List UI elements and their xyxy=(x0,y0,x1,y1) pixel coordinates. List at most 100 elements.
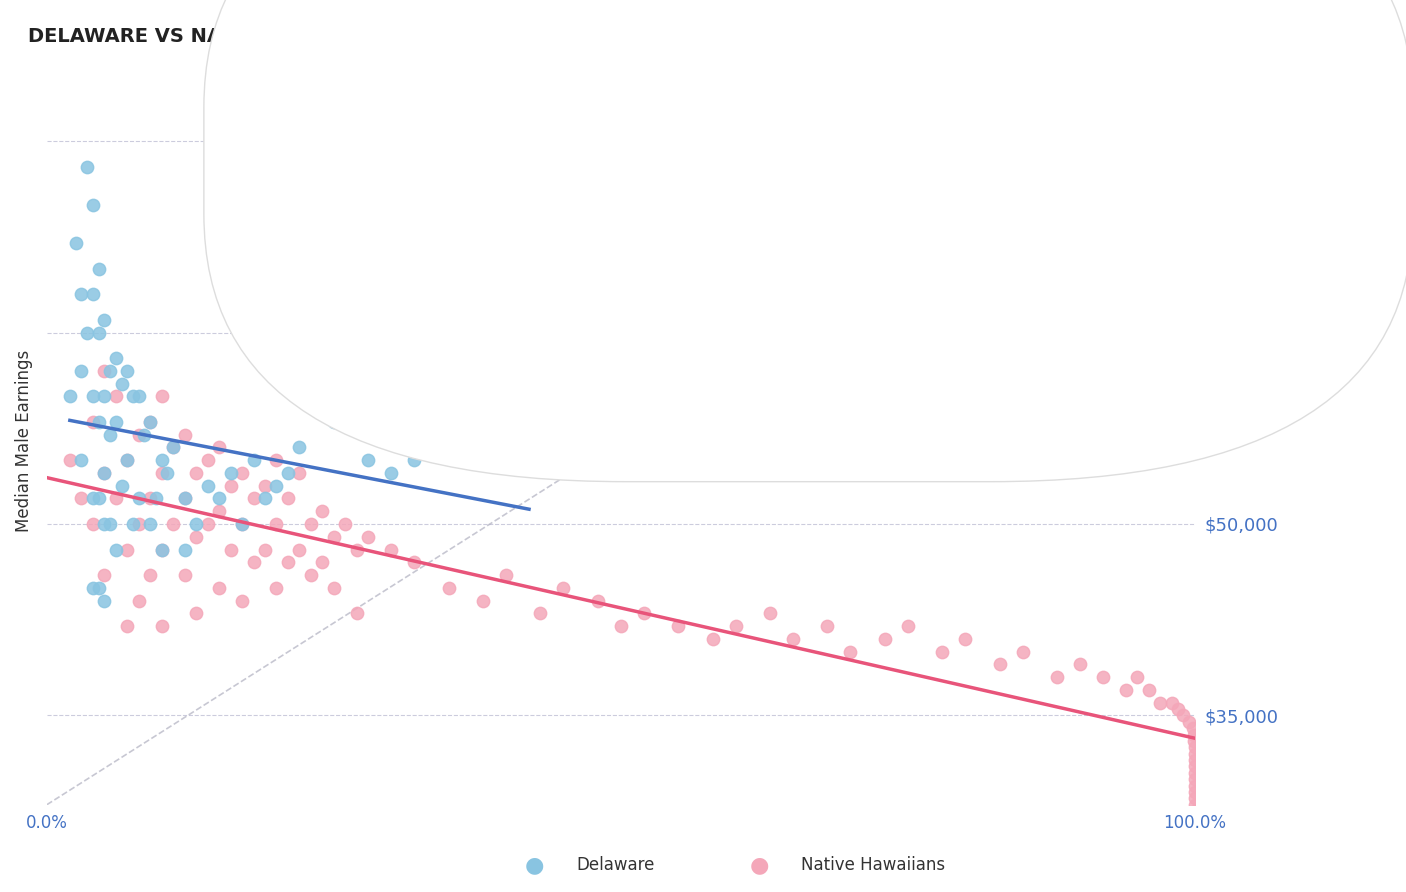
Point xyxy=(93,466,115,480)
Y-axis label: Median Male Earnings: Median Male Earnings xyxy=(15,350,32,533)
Point xyxy=(666,619,689,633)
Point xyxy=(82,516,104,531)
Text: Delaware: Delaware xyxy=(576,856,655,874)
Point xyxy=(357,453,380,467)
Point xyxy=(404,453,426,467)
Point xyxy=(219,542,242,557)
Point xyxy=(162,441,184,455)
Point xyxy=(266,516,288,531)
Point xyxy=(1149,696,1171,710)
Point xyxy=(553,581,575,595)
Point xyxy=(1184,791,1206,805)
Point xyxy=(782,632,804,646)
Point xyxy=(288,466,311,480)
Point xyxy=(173,491,195,506)
Point xyxy=(82,287,104,301)
Point xyxy=(231,516,253,531)
Point xyxy=(1011,644,1033,658)
Point xyxy=(242,555,264,569)
Point xyxy=(208,581,231,595)
Point xyxy=(173,568,195,582)
Text: ●: ● xyxy=(749,855,769,875)
Point xyxy=(277,466,299,480)
Point xyxy=(150,542,173,557)
Point xyxy=(1184,797,1206,812)
Point xyxy=(322,581,344,595)
Point xyxy=(115,542,138,557)
Point xyxy=(231,593,253,607)
Point xyxy=(128,427,150,442)
Point xyxy=(633,607,655,621)
Point xyxy=(76,326,98,340)
Point xyxy=(110,376,132,391)
Point xyxy=(1115,682,1137,697)
Point xyxy=(817,619,839,633)
Point xyxy=(115,453,138,467)
Point xyxy=(219,466,242,480)
Point xyxy=(59,389,82,403)
Point xyxy=(299,516,322,531)
Point xyxy=(70,491,93,506)
Point xyxy=(529,607,551,621)
Point xyxy=(1167,702,1189,716)
Point xyxy=(322,530,344,544)
Text: R = -0.507   N = 110: R = -0.507 N = 110 xyxy=(682,165,882,183)
Text: ■: ■ xyxy=(644,124,665,144)
Point xyxy=(346,542,368,557)
Point xyxy=(70,287,93,301)
Point xyxy=(93,568,115,582)
Point xyxy=(93,364,115,378)
Point xyxy=(1184,765,1206,780)
Point xyxy=(82,581,104,595)
Point xyxy=(586,593,609,607)
Point xyxy=(115,619,138,633)
Point xyxy=(1182,727,1205,741)
Point xyxy=(1069,657,1091,672)
Point xyxy=(517,441,540,455)
Point xyxy=(173,542,195,557)
Point xyxy=(231,516,253,531)
Point xyxy=(208,504,231,518)
Point xyxy=(93,313,115,327)
Point xyxy=(299,568,322,582)
Point xyxy=(472,593,495,607)
Point xyxy=(1126,670,1149,684)
Point xyxy=(184,530,207,544)
Text: ZIPatlas: ZIPatlas xyxy=(457,407,785,475)
Point xyxy=(380,542,402,557)
Point xyxy=(162,516,184,531)
Point xyxy=(150,453,173,467)
Point xyxy=(242,491,264,506)
Point xyxy=(65,236,87,251)
Point xyxy=(1173,708,1195,723)
Point xyxy=(288,542,311,557)
Point xyxy=(311,555,333,569)
Text: Source: ZipAtlas.com: Source: ZipAtlas.com xyxy=(1230,27,1378,41)
Point xyxy=(104,542,127,557)
Point xyxy=(70,364,93,378)
Point xyxy=(82,415,104,429)
Point xyxy=(128,516,150,531)
Point xyxy=(242,453,264,467)
Point xyxy=(277,555,299,569)
Point xyxy=(219,479,242,493)
Point xyxy=(98,364,121,378)
Point xyxy=(134,427,156,442)
Point xyxy=(139,568,162,582)
Point xyxy=(231,466,253,480)
Point xyxy=(82,198,104,212)
Point xyxy=(150,619,173,633)
Point xyxy=(253,479,276,493)
Point xyxy=(1184,810,1206,824)
Point xyxy=(82,491,104,506)
Point xyxy=(122,389,145,403)
Text: DELAWARE VS NATIVE HAWAIIAN MEDIAN MALE EARNINGS CORRELATION CHART: DELAWARE VS NATIVE HAWAIIAN MEDIAN MALE … xyxy=(28,27,910,45)
Point xyxy=(184,607,207,621)
Point xyxy=(311,504,333,518)
Point xyxy=(145,491,167,506)
Point xyxy=(1160,696,1182,710)
Text: ●: ● xyxy=(524,855,544,875)
Point xyxy=(115,453,138,467)
Point xyxy=(208,491,231,506)
Point xyxy=(759,607,782,621)
